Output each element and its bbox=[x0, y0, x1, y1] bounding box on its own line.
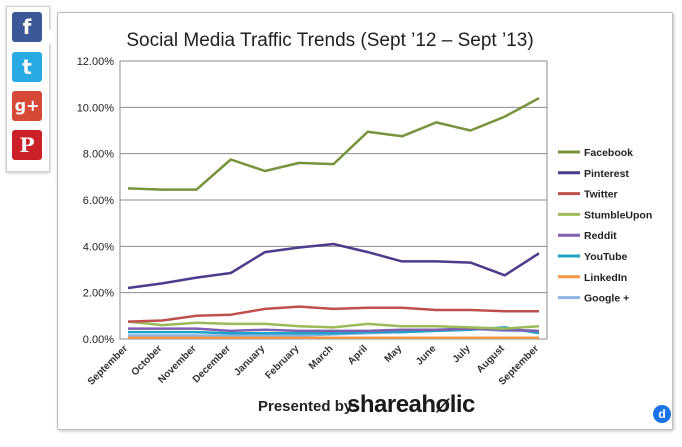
series-line-reddit bbox=[128, 327, 540, 333]
corner-badge-glyph: d bbox=[658, 407, 666, 421]
x-tick-label: April bbox=[346, 343, 370, 367]
x-tick-label: July bbox=[451, 343, 473, 365]
pinterest-icon: P bbox=[19, 133, 35, 157]
twitter-share-button[interactable]: t bbox=[12, 52, 42, 82]
presented-by-label: Presented by: bbox=[258, 398, 358, 415]
y-tick-label: 12.00% bbox=[77, 56, 115, 68]
facebook-share-button[interactable]: f bbox=[12, 12, 42, 42]
x-tick-label: March bbox=[307, 343, 336, 372]
legend: Facebook Pinterest Twitter StumbleUpon Reddi… bbox=[558, 147, 652, 305]
x-tick-label: May bbox=[383, 343, 405, 365]
x-tick-label: December bbox=[191, 343, 233, 385]
chart-title: Social Media Traffic Trends (Sept ’12 – … bbox=[126, 30, 533, 51]
y-tick-label: 6.00% bbox=[83, 195, 114, 207]
legend-label: Google + bbox=[584, 293, 629, 305]
legend-label: StumbleUpon bbox=[584, 209, 652, 221]
series-line-stumbleupon bbox=[127, 320, 540, 330]
google-plus-share-button[interactable]: g+ bbox=[12, 91, 42, 121]
y-tick-label: 10.00% bbox=[77, 102, 115, 114]
x-tick-label: June bbox=[414, 343, 439, 368]
gridlines bbox=[119, 60, 548, 340]
x-tick-label: January bbox=[232, 343, 267, 378]
line-chart: Social Media Traffic Trends (Sept ’12 – … bbox=[77, 30, 653, 388]
y-tick-label: 0.00% bbox=[83, 334, 114, 346]
facebook-icon: f bbox=[22, 15, 32, 39]
corner-badge-icon[interactable]: d bbox=[653, 405, 671, 423]
y-tick-label: 4.00% bbox=[83, 241, 114, 253]
y-tick-label: 8.00% bbox=[83, 149, 114, 161]
series-line-facebook bbox=[127, 97, 540, 191]
y-tick-label: 2.00% bbox=[83, 288, 114, 300]
pinterest-share-button[interactable]: P bbox=[12, 130, 42, 160]
series-line-pinterest bbox=[127, 242, 540, 290]
twitter-icon: t bbox=[22, 55, 32, 79]
legend-label: Facebook bbox=[584, 147, 633, 159]
x-tick-label: February bbox=[263, 343, 301, 381]
legend-label: Twitter bbox=[584, 189, 618, 201]
legend-label: LinkedIn bbox=[584, 272, 627, 284]
google-plus-icon: g+ bbox=[14, 96, 40, 115]
y-axis-tick-labels: 0.00% 2.00% 4.00% 6.00% 8.00% 10.00% 12.00% bbox=[77, 56, 115, 346]
shareaholic-logo: shareahølic bbox=[347, 391, 475, 418]
series-lines bbox=[127, 97, 540, 340]
x-tick-label: August bbox=[475, 343, 508, 376]
x-tick-label: October bbox=[129, 343, 164, 378]
share-bar: f t g+ P bbox=[6, 6, 58, 172]
legend-label: Reddit bbox=[584, 230, 617, 242]
legend-label: YouTube bbox=[584, 251, 628, 263]
legend-label: Pinterest bbox=[584, 168, 629, 180]
series-line-twitter bbox=[127, 305, 539, 323]
x-tick-label: September bbox=[86, 343, 130, 387]
chart-frame: Social Media Traffic Trends (Sept ’12 – … bbox=[57, 12, 673, 430]
